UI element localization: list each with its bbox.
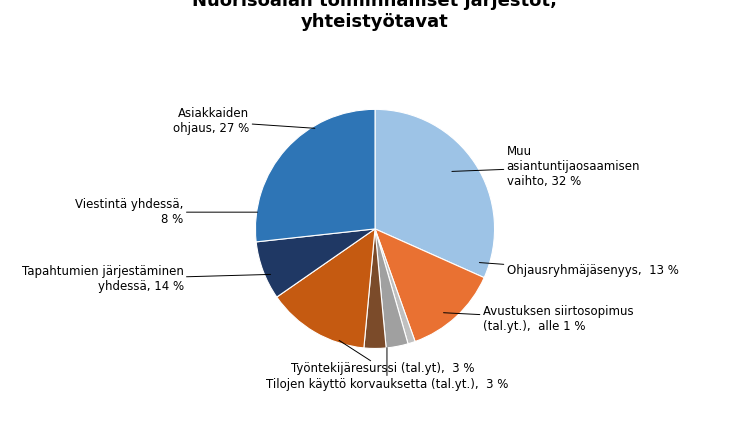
Wedge shape xyxy=(375,229,484,341)
Wedge shape xyxy=(364,229,386,348)
Wedge shape xyxy=(375,229,408,348)
Text: Viestintä yhdessä,
8 %: Viestintä yhdessä, 8 % xyxy=(75,198,257,226)
Wedge shape xyxy=(375,229,415,344)
Wedge shape xyxy=(277,229,375,348)
Text: Tilojen käyttö korvauksetta (tal.yt.),  3 %: Tilojen käyttö korvauksetta (tal.yt.), 3… xyxy=(266,347,509,392)
Wedge shape xyxy=(256,229,375,297)
Text: Tapahtumien järjestäminen
yhdessä, 14 %: Tapahtumien järjestäminen yhdessä, 14 % xyxy=(22,265,271,293)
Text: Muu
asiantuntijaosaamisen
vaihto, 32 %: Muu asiantuntijaosaamisen vaihto, 32 % xyxy=(452,145,640,188)
Text: Avustuksen siirtosopimus
(tal.yt.),  alle 1 %: Avustuksen siirtosopimus (tal.yt.), alle… xyxy=(443,305,633,333)
Text: Asiakkaiden
ohjaus, 27 %: Asiakkaiden ohjaus, 27 % xyxy=(173,107,315,135)
Title: Nuorisoalan toiminnalliset järjestöt;
yhteistyötavat: Nuorisoalan toiminnalliset järjestöt; yh… xyxy=(193,0,557,31)
Text: Ohjausryhmäjäsenyys,  13 %: Ohjausryhmäjäsenyys, 13 % xyxy=(479,262,679,277)
Wedge shape xyxy=(375,109,494,278)
Text: Työntekijäresurssi (tal.yt),  3 %: Työntekijäresurssi (tal.yt), 3 % xyxy=(291,341,475,375)
Wedge shape xyxy=(256,109,375,242)
